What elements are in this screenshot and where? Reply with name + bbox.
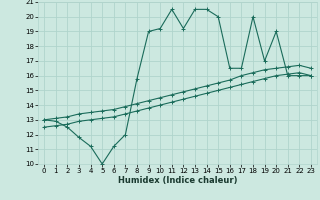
X-axis label: Humidex (Indice chaleur): Humidex (Indice chaleur) bbox=[118, 176, 237, 185]
